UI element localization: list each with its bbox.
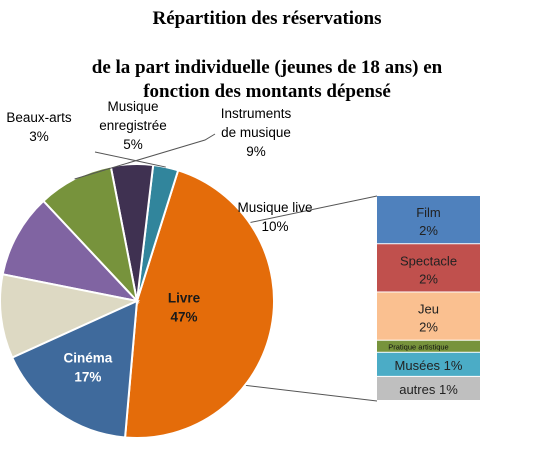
leader-lines (74, 133, 216, 180)
slice-cinema (10, 299, 139, 439)
bar-label-film: Film (416, 205, 441, 220)
label-musique-live: Musique live 10% (237, 200, 312, 234)
label-instruments-de-musique: Instruments de musique 9% (221, 106, 292, 159)
label-cinema: Cinéma 17% (64, 350, 113, 384)
label-musique-enregistree: Musique enregistrée 5% (99, 99, 167, 152)
slice-livre (123, 169, 276, 439)
label-beaux-arts: Beaux-arts 3% (6, 110, 72, 144)
bar-value-spectacle: 2% (419, 271, 438, 286)
breakdown-bar: Film 2% Spectacle 2% Jeu 2% Pratique artistiqu… (377, 196, 480, 400)
bar-segment-musees (377, 352, 480, 376)
bar-label-autres: autres 1% (399, 382, 458, 397)
chart-title-line-3: fonction des montants dépensé (143, 81, 391, 102)
slice-musique-live (1, 199, 140, 303)
bar-segment-autres (377, 376, 480, 400)
chart-title: Répartition des réservations de la part … (92, 8, 443, 102)
pie-slices (0, 163, 276, 439)
slice-autres-detail (0, 273, 141, 359)
bar-segment-film (377, 196, 480, 244)
bar-label-pratique-artistique: Pratique artistique (388, 343, 448, 352)
bar-value-jeu: 2% (419, 320, 438, 335)
bar-label-jeu: Jeu (418, 302, 439, 317)
bar-label-musees: Musées 1% (395, 358, 463, 373)
chart-title-line-2: de la part individuelle (jeunes de 18 an… (92, 57, 443, 78)
slice-labels: Livre 47% Beaux-arts 3% Musique enregistrée 5%… (6, 99, 312, 384)
chart-title-line-1: Répartition des réservations (152, 8, 381, 29)
bar-value-film: 2% (419, 223, 438, 238)
leader-instruments-de-musique (74, 133, 216, 180)
bar-segment-pratique-artistique (377, 340, 480, 352)
bar-label-spectacle: Spectacle (400, 253, 457, 268)
leader-beaux-arts (94, 151, 166, 168)
bar-segment-jeu (377, 292, 480, 340)
label-livre: Livre 47% (168, 290, 201, 324)
bar-segment-spectacle (377, 244, 480, 292)
